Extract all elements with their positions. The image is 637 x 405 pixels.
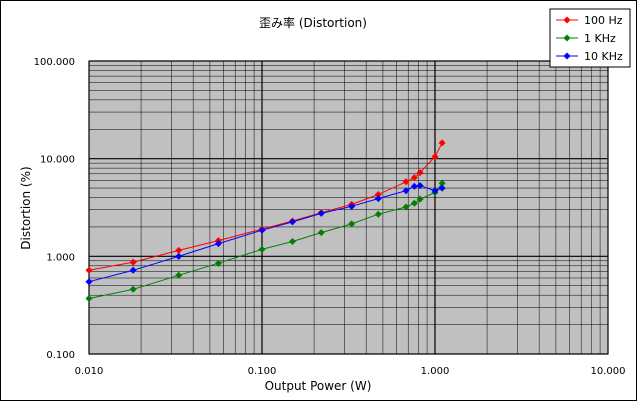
data-point-10-khz xyxy=(348,202,356,210)
data-point-1-khz xyxy=(214,259,222,267)
data-point-1-khz xyxy=(129,285,137,293)
data-point-10-khz xyxy=(402,187,410,195)
data-point-100-hz xyxy=(416,169,424,177)
data-point-1-khz xyxy=(410,199,418,207)
legend-marker-1-khz xyxy=(563,34,571,42)
data-point-10-khz xyxy=(431,187,439,195)
data-point-10-khz xyxy=(85,278,93,286)
x-tick-label: 0.010 xyxy=(75,366,104,377)
data-point-10-khz xyxy=(374,195,382,203)
legend-marker-100-hz xyxy=(563,16,571,24)
data-point-100-hz xyxy=(438,139,446,147)
data-point-10-khz xyxy=(175,252,183,260)
data-point-1-khz xyxy=(175,271,183,279)
legend-label-1-khz: 1 KHz xyxy=(584,32,616,45)
data-point-1-khz xyxy=(288,237,296,245)
data-point-1-khz xyxy=(374,210,382,218)
data-point-100-hz xyxy=(410,174,418,182)
data-point-10-khz xyxy=(214,240,222,248)
data-point-100-hz xyxy=(175,246,183,254)
data-point-1-khz xyxy=(317,229,325,237)
data-point-10-khz xyxy=(288,218,296,226)
data-point-1-khz xyxy=(438,179,446,187)
chart-title: 歪み率 (Distortion) xyxy=(259,15,367,30)
y-tick-label: 0.100 xyxy=(46,350,75,361)
data-point-1-khz xyxy=(348,220,356,228)
data-point-100-hz xyxy=(374,190,382,198)
data-point-10-khz xyxy=(317,209,325,217)
legend-label-10-khz: 10 KHz xyxy=(584,50,623,63)
data-point-10-khz xyxy=(410,182,418,190)
y-tick-label: 1.000 xyxy=(46,252,75,263)
data-point-100-hz xyxy=(129,258,137,266)
x-tick-label: 1.000 xyxy=(421,366,450,377)
x-tick-label: 0.100 xyxy=(248,366,277,377)
y-axis-label: Distortion (%) xyxy=(19,166,33,249)
data-point-100-hz xyxy=(402,178,410,186)
data-point-1-khz xyxy=(416,195,424,203)
data-point-100-hz xyxy=(85,266,93,274)
data-point-10-khz xyxy=(129,266,137,274)
data-point-1-khz xyxy=(85,295,93,303)
data-point-1-khz xyxy=(402,203,410,211)
data-point-10-khz xyxy=(416,182,424,190)
legend-marker-10-khz xyxy=(563,52,571,60)
data-point-10-khz xyxy=(258,226,266,234)
plot-border xyxy=(88,60,609,355)
data-point-10-khz xyxy=(438,184,446,192)
data-point-100-hz xyxy=(431,153,439,161)
y-tick-label: 10.000 xyxy=(40,155,75,166)
x-tick-label: 10.000 xyxy=(591,366,626,377)
x-axis-label: Output Power (W) xyxy=(265,379,372,393)
legend-label-100-hz: 100 Hz xyxy=(584,14,623,27)
data-point-1-khz xyxy=(258,245,266,253)
y-tick-label: 100.000 xyxy=(34,57,75,68)
